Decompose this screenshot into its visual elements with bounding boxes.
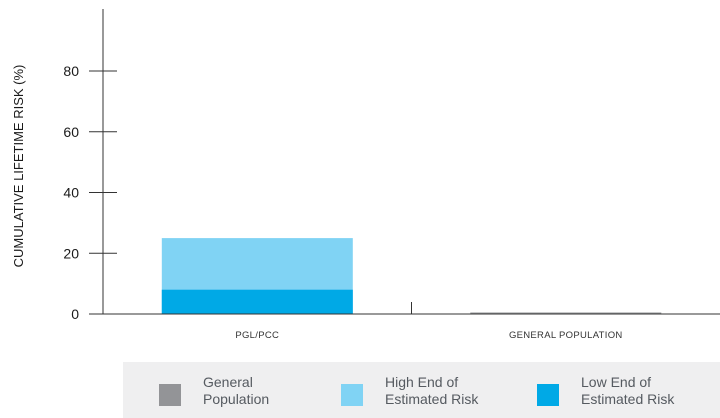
legend-label-low-end: Low End of Estimated Risk (581, 374, 675, 407)
y-tick-label-80: 80 (63, 63, 79, 79)
legend-swatch-general-population (159, 384, 181, 406)
legend: General Population High End of Estimated… (123, 362, 720, 418)
legend-label-general-population: General Population (203, 374, 270, 407)
legend-swatch-high-end (341, 384, 363, 406)
x-category-label-pgl-pcc: PGL/PCC (235, 330, 279, 341)
y-tick-label-60: 60 (63, 124, 79, 140)
y-tick-label-0: 0 (71, 306, 79, 322)
bars-layer (161, 238, 662, 315)
axes-layer: 0 20 40 60 80 PGL/PCC GENERAL POPULATION (63, 9, 720, 341)
x-category-label-general-population: GENERAL POPULATION (509, 330, 623, 341)
y-tick-label-40: 40 (63, 185, 79, 201)
legend-swatch-low-end (537, 384, 559, 406)
legend-label-high-end: High End of Estimated Risk (385, 374, 479, 407)
bar-low-end-of-estimated-risk-pgl-pcc (161, 289, 353, 314)
chart: 0 20 40 60 80 PGL/PCC GENERAL POPULATION CUMUL… (11, 9, 720, 341)
y-tick-label-20: 20 (63, 245, 79, 261)
y-axis-label: CUMULATIVE LIFETIME RISK (%) (11, 65, 26, 268)
